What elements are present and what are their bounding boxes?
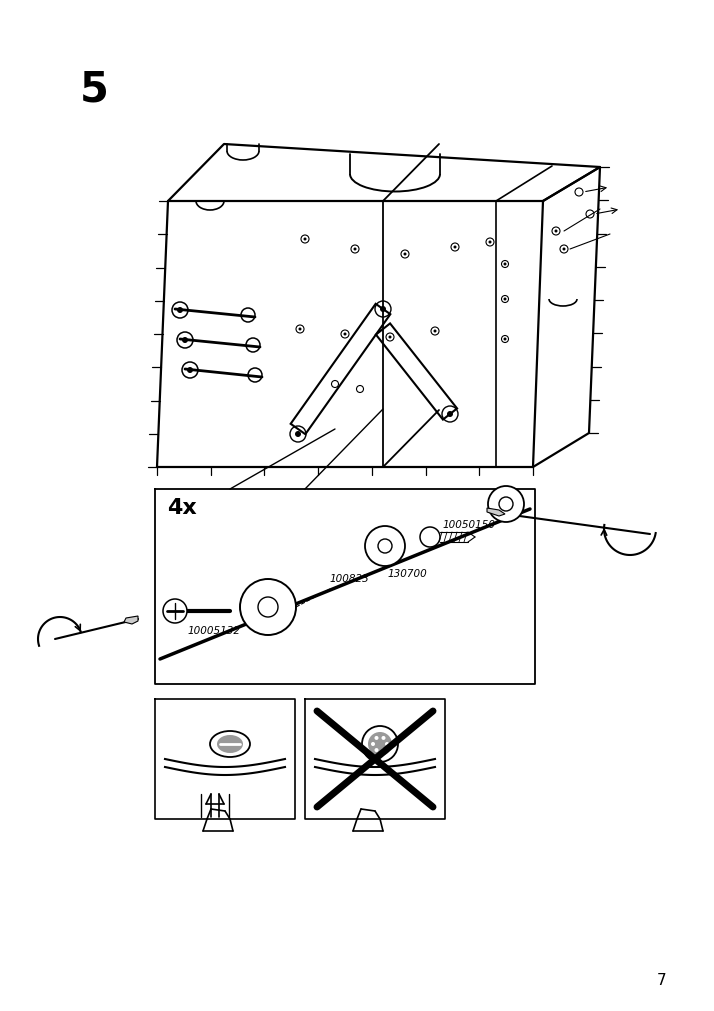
Polygon shape (487, 509, 505, 517)
Circle shape (381, 748, 386, 752)
Circle shape (375, 748, 378, 752)
Circle shape (488, 486, 524, 523)
Circle shape (380, 306, 386, 312)
Circle shape (381, 736, 386, 740)
Text: 5: 5 (80, 68, 109, 110)
Circle shape (503, 338, 506, 341)
Circle shape (303, 239, 306, 242)
Circle shape (365, 527, 405, 566)
Circle shape (420, 528, 440, 548)
Circle shape (563, 249, 565, 252)
Ellipse shape (210, 731, 250, 757)
Circle shape (343, 334, 346, 337)
Circle shape (503, 263, 506, 266)
Circle shape (163, 600, 187, 624)
Ellipse shape (217, 735, 243, 753)
Circle shape (433, 331, 436, 334)
Circle shape (298, 329, 301, 332)
Circle shape (295, 432, 301, 438)
Circle shape (388, 337, 391, 339)
Text: 4x: 4x (167, 497, 197, 518)
Polygon shape (124, 617, 138, 625)
Text: 10005132: 10005132 (187, 626, 240, 635)
Text: 130700: 130700 (387, 568, 427, 578)
Circle shape (403, 253, 406, 256)
Circle shape (368, 732, 392, 756)
Circle shape (375, 736, 378, 740)
Circle shape (362, 726, 398, 762)
Circle shape (371, 742, 375, 746)
Circle shape (555, 231, 558, 234)
Text: 7: 7 (657, 972, 667, 987)
Circle shape (182, 338, 188, 344)
Circle shape (453, 247, 456, 250)
Circle shape (447, 411, 453, 418)
Circle shape (240, 579, 296, 635)
Text: 100823: 100823 (330, 573, 370, 583)
Circle shape (353, 249, 356, 252)
Circle shape (187, 368, 193, 374)
Circle shape (177, 307, 183, 313)
Circle shape (385, 742, 389, 746)
Text: 10050150: 10050150 (443, 520, 496, 530)
Circle shape (503, 298, 506, 301)
Circle shape (488, 242, 491, 245)
